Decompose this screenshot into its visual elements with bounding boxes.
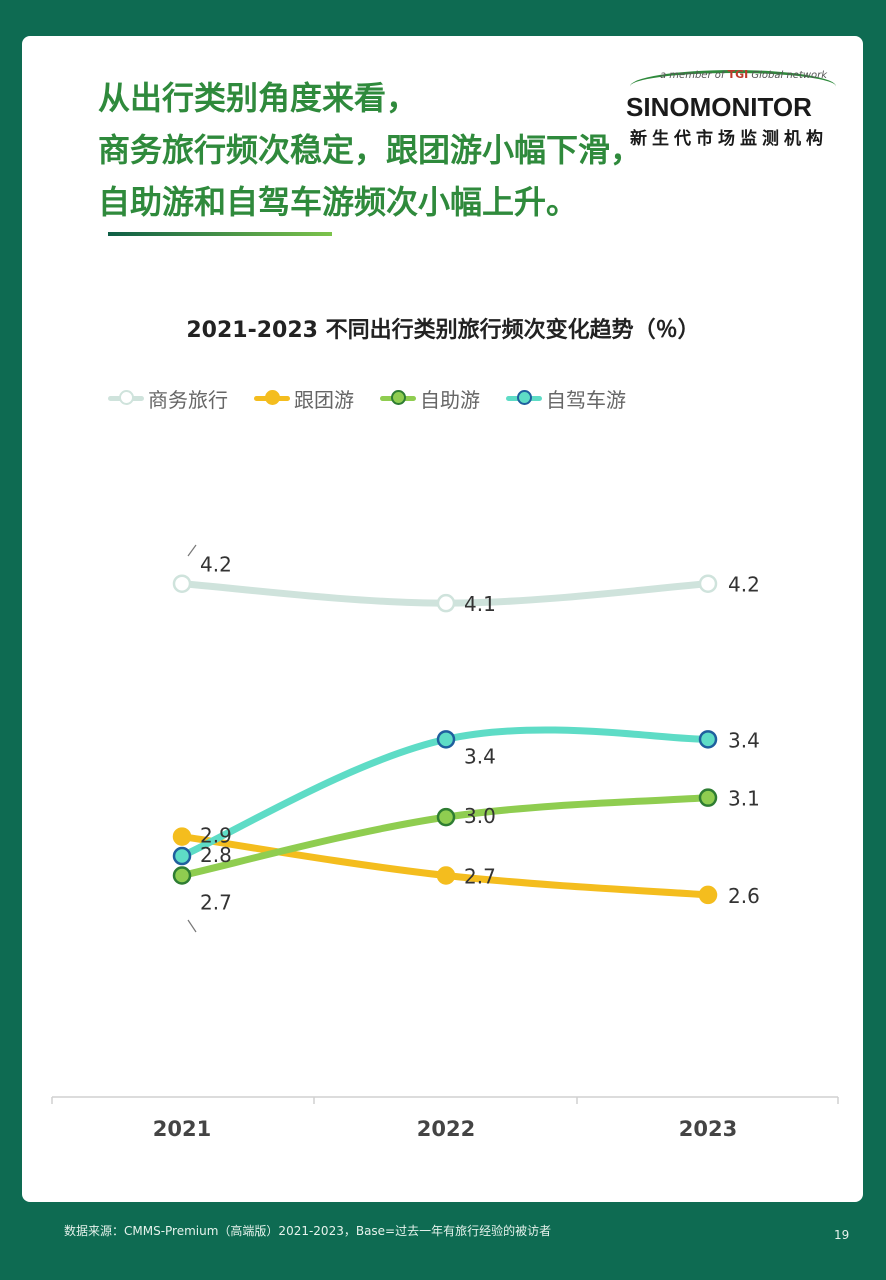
point-group-tour-2022	[436, 866, 456, 885]
x-tick-label: 2022	[417, 1117, 475, 1141]
logo-subtitle: 新生代市场监测机构	[630, 129, 828, 149]
legend-label-business: 商务旅行	[148, 387, 228, 412]
headline-line-1: 从出行类别角度来看，	[98, 79, 419, 117]
label-leader	[187, 544, 197, 557]
series-line-self-drive-tour	[178, 726, 712, 860]
legend-item-self-drive: 自驾车游	[506, 384, 626, 413]
data-label-group-tour-2022: 2.7	[464, 864, 496, 888]
legend-swatch-group-tour	[254, 390, 290, 405]
x-tick-label: 2023	[679, 1117, 737, 1141]
legend-swatch-business	[108, 390, 144, 405]
point-group-tour-2023	[698, 885, 718, 905]
point-self-guided-tour-2023	[698, 788, 718, 807]
data-label-self-guided-tour-2023: 3.1	[728, 787, 760, 811]
logo-member-text: a member of TGI Global network	[660, 68, 828, 81]
legend-label-self-guided: 自助游	[420, 387, 480, 412]
legend-item-group-tour: 跟团游	[254, 384, 354, 413]
point-self-drive-tour-2023	[698, 730, 718, 749]
data-label-business-travel-2023: 4.2	[728, 573, 760, 597]
data-label-business-travel-2022: 4.1	[464, 592, 496, 616]
point-self-guided-tour-2022	[436, 807, 456, 827]
legend-swatch-self-guided	[380, 390, 416, 405]
headline-underline	[108, 232, 332, 236]
headline-line-2: 商务旅行频次稳定，跟团游小幅下滑，	[98, 131, 643, 169]
point-self-guided-tour-2021	[172, 866, 192, 885]
headline-line-3: 自助游和自驾车游频次小幅上升。	[98, 183, 579, 221]
point-business-travel-2021	[172, 574, 192, 593]
point-business-travel-2022	[436, 593, 456, 613]
series-line-group-tour	[178, 833, 712, 899]
headline: 从出行类别角度来看， 商务旅行频次稳定，跟团游小幅下滑， 自助游和自驾车游频次小…	[98, 72, 658, 228]
chart-legend: 商务旅行 跟团游 自助游 自驾车游	[108, 382, 652, 414]
x-tick-label: 2021	[153, 1117, 211, 1141]
logo-name: SINOMONITOR	[626, 92, 812, 122]
page-number: 19	[834, 1228, 850, 1242]
data-label-group-tour-2023: 2.6	[728, 884, 760, 908]
legend-label-self-drive: 自驾车游	[546, 387, 626, 412]
data-label-self-drive-tour-2021: 2.8	[200, 843, 232, 867]
data-label-self-guided-tour-2022: 3.0	[464, 804, 496, 828]
point-self-drive-tour-2022	[436, 730, 456, 749]
data-label-business-travel-2021: 4.2	[200, 553, 232, 577]
data-source-note: 数据来源：CMMS-Premium（高端版）2021-2023，Base=过去一…	[64, 1224, 552, 1238]
point-business-travel-2023	[698, 574, 718, 593]
label-leader	[187, 919, 197, 933]
legend-label-group-tour: 跟团游	[294, 387, 354, 412]
legend-item-self-guided: 自助游	[380, 384, 480, 413]
report-card	[22, 36, 863, 1202]
data-label-self-drive-tour-2022: 3.4	[464, 744, 496, 768]
legend-item-business: 商务旅行	[108, 384, 228, 413]
data-label-self-drive-tour-2023: 3.4	[728, 728, 760, 752]
point-self-drive-tour-2021	[172, 846, 192, 866]
logo-arc-icon	[630, 70, 836, 103]
data-label-self-guided-tour-2021: 2.7	[200, 890, 232, 914]
legend-swatch-self-drive	[506, 390, 542, 405]
chart-title: 2021-2023 不同出行类别旅行频次变化趋势（％）	[186, 318, 700, 343]
point-group-tour-2021	[172, 827, 192, 846]
data-label-group-tour-2021: 2.9	[200, 824, 232, 848]
sinomonitor-logo: a member of TGI Global network SINOMONIT…	[620, 52, 846, 149]
